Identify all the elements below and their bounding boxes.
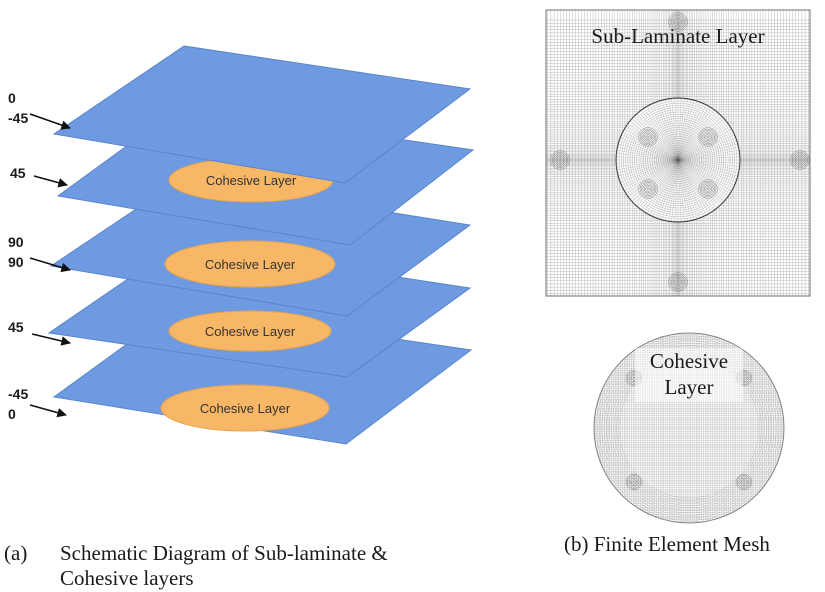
laminate-stack-schematic: Cohesive Layer Cohesive Layer Cohesive Lay…	[8, 45, 475, 445]
caption-a-marker: (a)	[4, 541, 28, 565]
ply-angle-label-2-1: 45	[10, 165, 26, 181]
cohesive-layer-ellipse-3	[168, 310, 332, 352]
cohesive-layer-label-2: Cohesive Layer	[205, 257, 296, 272]
ply-angle-label-5-1: -45	[8, 386, 28, 402]
cohesive-layer-label-1: Cohesive Layer	[206, 173, 297, 188]
caption-a-line2: Cohesive layers	[60, 566, 194, 590]
ply-angle-label-3-1: 90	[8, 234, 24, 250]
ply-arrow-5	[29, 404, 67, 418]
laminate-plate-1	[52, 45, 472, 184]
cohesive-layer-label-3: Cohesive Layer	[205, 324, 296, 339]
ply-angle-label-5-2: 0	[8, 406, 16, 422]
cohesive-mesh-label-line1: Cohesive	[650, 349, 728, 373]
cohesive-layer-ellipse-4	[160, 384, 330, 432]
cohesive-layer-ellipse-2	[164, 240, 336, 288]
cohesive-mesh-label-line2: Layer	[665, 375, 714, 399]
ply-arrow-1	[29, 113, 71, 130]
cohesive-mesh: Cohesive Layer	[593, 332, 785, 524]
ply-angle-label-4-1: 45	[8, 319, 24, 335]
ply-arrow-3	[29, 257, 71, 273]
cohesive-label-backdrop	[635, 348, 743, 402]
ply-arrow-2	[33, 175, 68, 188]
sub-laminate-layer-label: Sub-Laminate Layer	[591, 24, 764, 48]
caption-a-line1: Schematic Diagram of Sub-laminate &	[60, 541, 388, 565]
ply-arrow-4	[31, 333, 71, 346]
ply-angle-label-1-2: -45	[8, 110, 28, 126]
sub-laminate-mesh: Sub-Laminate Layer	[545, 9, 811, 297]
caption-b: (b) Finite Element Mesh	[564, 532, 770, 556]
ply-angle-label-1-1: 0	[8, 90, 16, 106]
sub-laminate-mesh-lines	[546, 10, 810, 296]
cohesive-layer-label-4: Cohesive Layer	[200, 401, 291, 416]
ply-angle-label-3-2: 90	[8, 254, 24, 270]
